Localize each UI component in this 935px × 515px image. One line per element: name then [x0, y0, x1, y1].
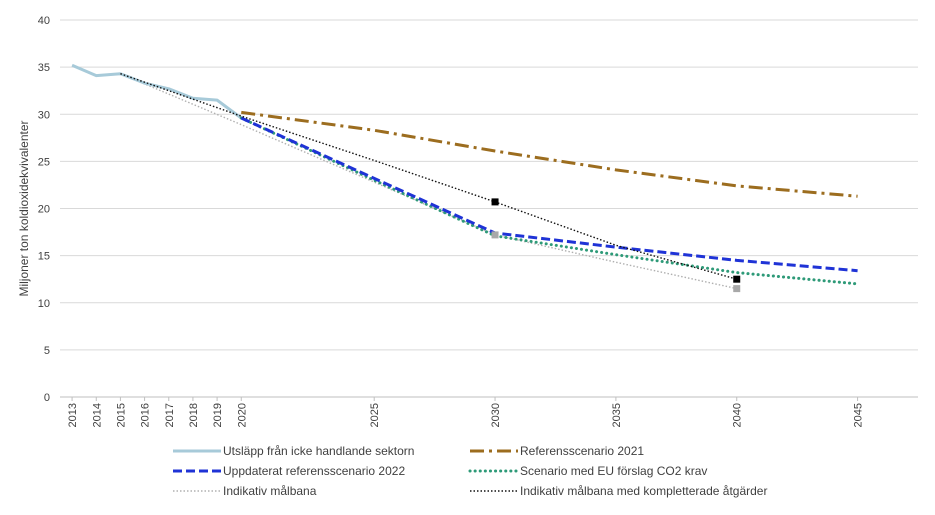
y-tick-label: 25 — [38, 156, 50, 168]
y-tick-label: 5 — [44, 345, 50, 357]
series-line-1 — [241, 110, 858, 198]
series-marker-4 — [491, 231, 499, 239]
legend-label: Utsläpp från icke handlande sektorn — [223, 444, 414, 458]
x-tick-label: 2045 — [853, 403, 865, 427]
series-marker-5 — [733, 275, 741, 283]
x-tick-label: 2013 — [67, 403, 79, 427]
y-tick-label: 20 — [38, 204, 50, 216]
y-axis-label: Miljoner ton koldioxidekvivalenter — [17, 120, 31, 296]
y-tick-label: 0 — [44, 392, 50, 404]
legend: Utsläpp från icke handlande sektorn Refer… — [173, 444, 767, 498]
x-tick-label: 2030 — [490, 403, 502, 427]
series-line-0 — [71, 63, 243, 120]
x-tick-label: 2040 — [732, 403, 744, 427]
y-tick-label: 15 — [38, 251, 50, 263]
x-tick-label: 2014 — [91, 403, 103, 427]
y-tick-label: 10 — [38, 298, 50, 310]
series-line-3 — [239, 116, 860, 286]
x-tick-label: 2020 — [236, 403, 248, 427]
legend-label: Referensscenario 2021 — [520, 444, 644, 458]
series-layer — [71, 63, 860, 290]
x-tick-label: 2016 — [140, 403, 152, 427]
y-tick-label: 30 — [38, 109, 50, 121]
legend-label: Indikativ målbana med kompletterade åtgä… — [520, 484, 767, 498]
grid-lines — [60, 19, 918, 398]
x-tick-label: 2035 — [611, 403, 623, 427]
markers-layer — [491, 198, 741, 293]
y-tick-label: 40 — [38, 15, 50, 27]
legend-label: Scenario med EU förslag CO2 krav — [520, 464, 707, 478]
x-tick-label: 2025 — [369, 403, 381, 427]
series-marker-5 — [491, 198, 499, 206]
y-axis-ticks: 0 5 10 15 20 25 30 35 40 — [38, 15, 50, 404]
x-axis-ticks: 2013 2014 2015 2016 2017 2018 2019 2020 2025 2030… — [67, 397, 865, 427]
series-marker-4 — [733, 285, 741, 293]
legend-label: Indikativ målbana — [223, 484, 317, 498]
x-tick-label: 2018 — [188, 403, 200, 427]
y-tick-label: 35 — [38, 62, 50, 74]
series-line-2 — [240, 116, 858, 273]
legend-label: Uppdaterat referensscenario 2022 — [223, 464, 405, 478]
x-tick-label: 2017 — [164, 403, 176, 427]
series-line-5 — [120, 73, 737, 280]
x-tick-label: 2015 — [115, 403, 127, 427]
x-tick-label: 2019 — [212, 403, 224, 427]
series-line-4 — [120, 73, 737, 290]
